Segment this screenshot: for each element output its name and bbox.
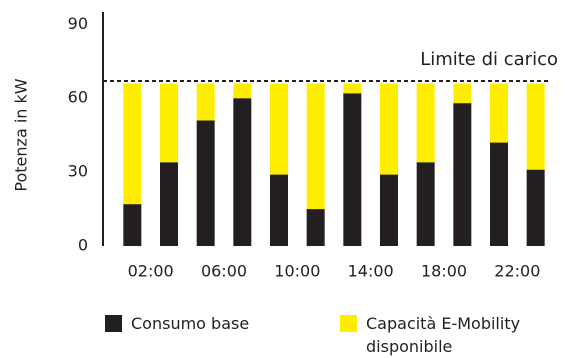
legend-swatch bbox=[105, 315, 122, 332]
bar-segment bbox=[196, 120, 215, 246]
bar-segment bbox=[306, 209, 325, 246]
bar-segment bbox=[490, 142, 508, 246]
x-tick-label: 06:00 bbox=[201, 262, 247, 281]
legend-swatch bbox=[340, 315, 357, 332]
bar-segment bbox=[343, 93, 362, 246]
bar-segment bbox=[380, 83, 398, 175]
x-tick-label: 22:00 bbox=[494, 262, 540, 281]
x-tick-label: 14:00 bbox=[348, 262, 394, 281]
x-tick-label: 10:00 bbox=[274, 262, 320, 281]
bar-segment bbox=[123, 83, 142, 205]
y-tick-label: 0 bbox=[78, 236, 88, 255]
bar-segment bbox=[233, 83, 252, 99]
bar-segment bbox=[416, 83, 435, 163]
bar-segment bbox=[123, 204, 142, 246]
y-tick-label: 30 bbox=[68, 162, 88, 181]
bar-segment bbox=[453, 103, 472, 246]
bar-segment bbox=[233, 98, 252, 246]
legend-label: Capacità E-Mobility disponibile bbox=[366, 314, 521, 356]
legend-label: Consumo base bbox=[131, 314, 250, 333]
bar-segment bbox=[490, 83, 508, 143]
bar-segment bbox=[306, 83, 325, 210]
x-tick-label: 18:00 bbox=[421, 262, 467, 281]
bar-segment bbox=[196, 83, 215, 121]
bar-segment bbox=[380, 174, 398, 246]
bar-segment bbox=[526, 169, 545, 246]
bar-segment bbox=[453, 83, 472, 104]
legend-item: Capacità E-Mobility disponibile bbox=[340, 312, 560, 358]
bar-segment bbox=[160, 83, 178, 163]
chart: Potenza in kW 0 30 60 90 02:00 06:00 10:00 14:0… bbox=[12, 12, 558, 281]
x-tick-label: 02:00 bbox=[128, 262, 174, 281]
bar-segment bbox=[270, 83, 288, 175]
bar-segment bbox=[526, 83, 545, 170]
bar-segment bbox=[416, 162, 435, 246]
legend-item: Consumo base bbox=[105, 312, 249, 335]
y-axis-label: Potenza in kW bbox=[12, 78, 31, 191]
limit-label: Limite di carico bbox=[420, 49, 558, 70]
bar-segment bbox=[270, 174, 288, 246]
y-tick-label: 60 bbox=[68, 88, 88, 107]
bar-segment bbox=[343, 83, 362, 94]
bar-segment bbox=[160, 162, 178, 246]
y-tick-label: 90 bbox=[68, 14, 88, 33]
